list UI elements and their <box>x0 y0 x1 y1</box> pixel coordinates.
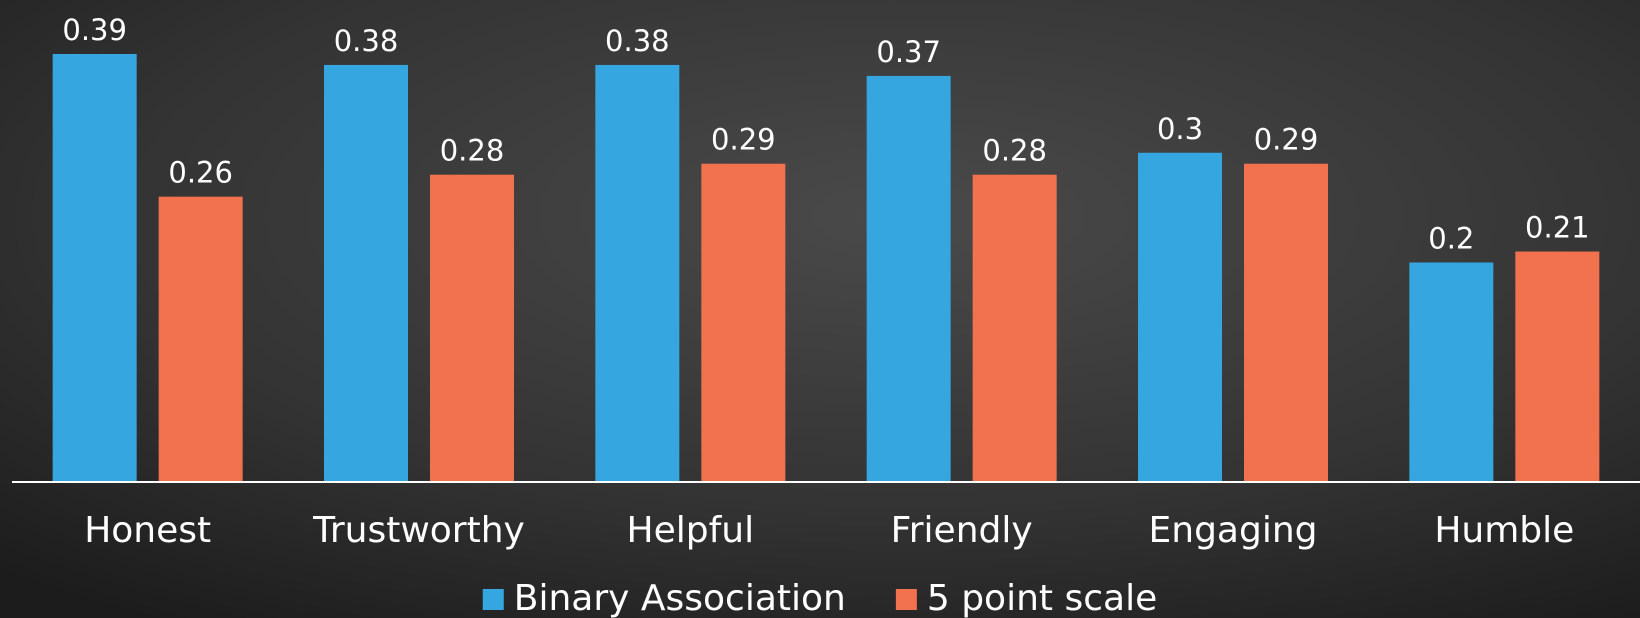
x-tick-label: Humble <box>1434 510 1574 551</box>
bar <box>972 174 1057 482</box>
bar <box>324 64 408 482</box>
x-tick-label: Friendly <box>891 510 1033 551</box>
x-tick-label: Engaging <box>1149 510 1318 551</box>
bar <box>1138 152 1222 482</box>
legend-swatch <box>482 589 504 610</box>
data-label: 0.21 <box>1525 211 1590 245</box>
data-label: 0.28 <box>982 134 1047 168</box>
data-label: 0.3 <box>1157 112 1203 146</box>
bar <box>701 163 786 482</box>
legend-label: Binary Association <box>514 578 846 618</box>
x-tick-label: Trustworthy <box>312 510 525 551</box>
data-label: 0.39 <box>62 13 127 47</box>
bar <box>866 75 951 483</box>
bar <box>52 53 137 482</box>
data-label: 0.38 <box>605 24 670 58</box>
bar <box>1409 262 1494 482</box>
bar <box>1515 251 1600 482</box>
x-tick-label: Honest <box>84 510 211 551</box>
data-label: 0.38 <box>334 24 399 58</box>
x-tick-label: Helpful <box>627 510 755 551</box>
data-label: 0.37 <box>876 35 941 69</box>
data-label: 0.28 <box>440 134 505 168</box>
legend-label: 5 point scale <box>927 578 1157 618</box>
data-label: 0.26 <box>168 156 233 190</box>
data-label: 0.29 <box>711 123 776 157</box>
bar <box>595 64 680 482</box>
bar <box>430 174 514 482</box>
bar <box>158 196 243 482</box>
data-label: 0.29 <box>1254 123 1319 157</box>
bar <box>1244 163 1328 482</box>
data-label: 0.2 <box>1428 222 1474 256</box>
legend-swatch <box>895 589 917 610</box>
